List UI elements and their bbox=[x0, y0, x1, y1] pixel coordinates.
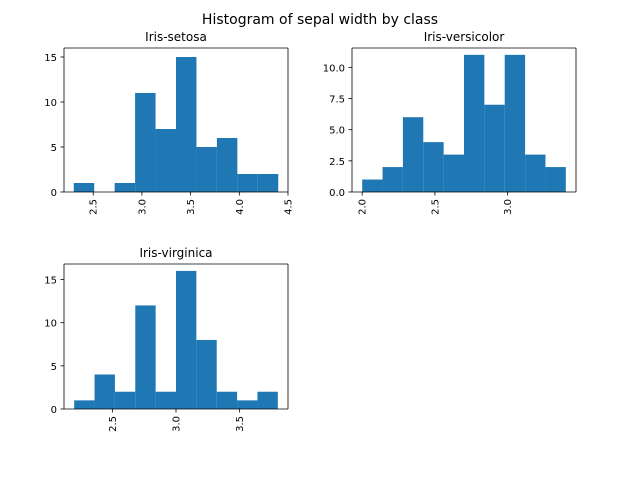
x-tick-label: 3.0 bbox=[503, 199, 514, 215]
histogram-bar bbox=[74, 400, 95, 409]
x-tick-label: 2.5 bbox=[430, 199, 441, 215]
x-tick-label: 2.5 bbox=[89, 199, 100, 215]
y-tick-label: 10 bbox=[44, 98, 57, 109]
histogram-bar bbox=[443, 154, 464, 192]
y-tick-label: 0.0 bbox=[329, 188, 345, 199]
y-tick-label: 0 bbox=[51, 405, 57, 416]
x-tick-label: 3.5 bbox=[235, 416, 246, 432]
histogram-bar bbox=[135, 305, 156, 409]
y-tick-label: 7.5 bbox=[329, 94, 345, 105]
histogram-bar bbox=[402, 117, 424, 192]
histogram-bar bbox=[155, 129, 176, 192]
histogram-bar bbox=[196, 339, 217, 409]
histogram-bar bbox=[73, 183, 95, 192]
y-tick-label: 5 bbox=[51, 143, 57, 154]
y-tick-label: 15 bbox=[44, 53, 57, 64]
y-tick-label: 10.0 bbox=[323, 63, 345, 74]
histogram-bar bbox=[484, 104, 505, 192]
histogram-bar bbox=[423, 142, 444, 192]
x-tick-label: 2.0 bbox=[358, 199, 369, 215]
subplot-title: Iris-setosa bbox=[145, 30, 207, 44]
histogram-bar bbox=[216, 138, 238, 192]
histogram-bar bbox=[237, 400, 258, 409]
x-tick-label: 3.5 bbox=[186, 199, 197, 215]
histogram-bar bbox=[176, 270, 197, 409]
subplot-title: Iris-virginica bbox=[139, 246, 212, 260]
histogram-bar bbox=[114, 391, 136, 409]
y-tick-label: 5 bbox=[51, 362, 57, 373]
y-tick-label: 5.0 bbox=[329, 126, 345, 137]
histogram-bar bbox=[135, 93, 156, 192]
histogram-bar bbox=[362, 179, 383, 192]
x-tick-label: 3.0 bbox=[172, 416, 183, 432]
histogram-bar bbox=[504, 54, 526, 192]
y-tick-label: 0 bbox=[51, 188, 57, 199]
histogram-bar bbox=[545, 167, 566, 192]
histogram-bar bbox=[216, 391, 238, 409]
x-tick-label: 3.0 bbox=[137, 199, 148, 215]
histogram-bar bbox=[257, 391, 278, 409]
histogram-bar bbox=[464, 54, 485, 192]
y-tick-label: 2.5 bbox=[329, 157, 345, 168]
subplot-title: Iris-versicolor bbox=[424, 30, 505, 44]
histogram-bar bbox=[155, 391, 176, 409]
histogram-bar bbox=[176, 57, 197, 192]
histogram-bar bbox=[525, 154, 546, 192]
x-tick-label: 2.5 bbox=[108, 416, 119, 432]
histogram-bar bbox=[114, 183, 136, 192]
y-tick-label: 15 bbox=[44, 276, 57, 287]
x-tick-label: 4.0 bbox=[235, 199, 246, 215]
y-tick-label: 10 bbox=[44, 319, 57, 330]
histogram-bar bbox=[196, 147, 217, 192]
histogram-bar bbox=[94, 374, 115, 409]
histogram-bar bbox=[237, 174, 258, 192]
histogram-bar bbox=[382, 167, 403, 192]
figure-title: Histogram of sepal width by class bbox=[202, 12, 438, 28]
histogram-bar bbox=[257, 174, 279, 192]
x-tick-label: 4.5 bbox=[284, 199, 295, 215]
